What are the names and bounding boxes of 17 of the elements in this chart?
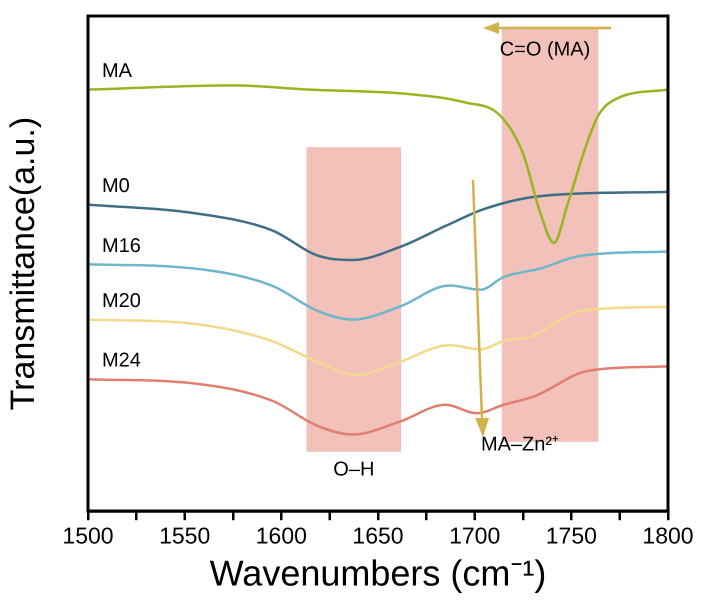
series-label: M24	[102, 350, 141, 372]
x-tick-label: 1500	[62, 522, 114, 548]
x-tick-label: 1600	[256, 522, 307, 548]
x-tick-label: 1550	[159, 522, 210, 548]
x-tick-label: 1650	[352, 522, 404, 548]
series-label: M16	[102, 234, 141, 257]
y-axis-title: Transmittance(a.u.)	[4, 116, 42, 410]
x-axis-title: Wavenumbers (cm⁻¹)	[210, 552, 546, 594]
x-tick-label: 1800	[642, 522, 694, 548]
series-label: MA	[102, 60, 133, 82]
band-label: O–H	[333, 458, 374, 480]
annotation: MA–Zn²⁺	[480, 434, 560, 456]
text: C=O (MA)	[500, 38, 590, 61]
series-label: M20	[102, 290, 141, 312]
series-label: M0	[102, 175, 130, 198]
x-tick-label: 1700	[449, 522, 500, 548]
x-tick-label: 1750	[546, 522, 597, 548]
